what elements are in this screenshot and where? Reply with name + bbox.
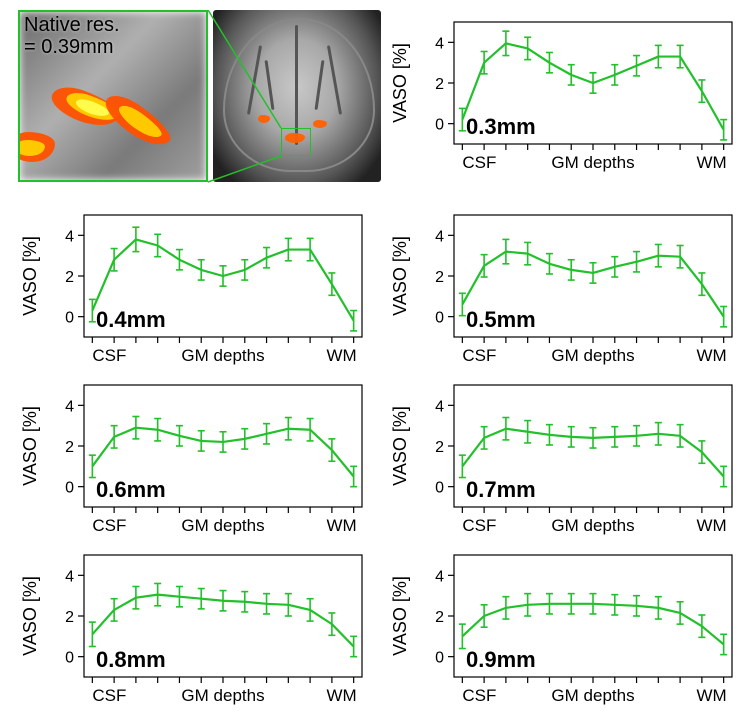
svg-text:2: 2: [65, 439, 74, 456]
chart-c09: 024CSFGM depthsWMVASO [%]0.9mm: [453, 554, 733, 678]
svg-text:VASO [%]: VASO [%]: [390, 406, 410, 486]
chart-c06: 024CSFGM depthsWMVASO [%]0.6mm: [83, 384, 363, 508]
svg-text:4: 4: [65, 398, 74, 415]
svg-text:0: 0: [435, 117, 444, 134]
svg-text:CSF: CSF: [462, 516, 496, 535]
svg-text:4: 4: [65, 228, 74, 245]
brain-images-panel: Native res. = 0.39mm: [18, 10, 378, 185]
svg-text:GM depths: GM depths: [551, 346, 634, 365]
svg-text:2: 2: [435, 269, 444, 286]
svg-text:4: 4: [435, 228, 444, 245]
svg-text:GM depths: GM depths: [551, 686, 634, 705]
chart-label: 0.7mm: [466, 477, 536, 502]
svg-text:VASO [%]: VASO [%]: [20, 406, 40, 486]
svg-text:VASO [%]: VASO [%]: [20, 576, 40, 656]
svg-text:GM depths: GM depths: [551, 516, 634, 535]
svg-text:GM depths: GM depths: [181, 686, 264, 705]
svg-text:WM: WM: [326, 686, 356, 705]
svg-text:CSF: CSF: [462, 346, 496, 365]
chart-c05: 024CSFGM depthsWMVASO [%]0.5mm: [453, 214, 733, 338]
chart-label: 0.6mm: [96, 477, 166, 502]
svg-text:WM: WM: [326, 516, 356, 535]
svg-text:4: 4: [435, 568, 444, 585]
chart-svg: 024CSFGM depthsWMVASO [%]0.7mm: [453, 384, 733, 508]
svg-text:2: 2: [435, 76, 444, 93]
svg-text:GM depths: GM depths: [181, 516, 264, 535]
chart-svg: 024CSFGM depthsWMVASO [%]0.9mm: [453, 554, 733, 678]
svg-text:WM: WM: [696, 686, 726, 705]
svg-text:WM: WM: [696, 346, 726, 365]
svg-text:CSF: CSF: [92, 686, 126, 705]
svg-text:CSF: CSF: [462, 686, 496, 705]
svg-text:2: 2: [65, 609, 74, 626]
svg-text:2: 2: [65, 269, 74, 286]
svg-text:2: 2: [435, 609, 444, 626]
svg-text:CSF: CSF: [462, 153, 496, 172]
chart-label: 0.9mm: [466, 647, 536, 672]
svg-text:GM depths: GM depths: [551, 153, 634, 172]
svg-text:2: 2: [435, 439, 444, 456]
chart-svg: 024CSFGM depthsWMVASO [%]0.6mm: [83, 384, 363, 508]
chart-label: 0.5mm: [466, 307, 536, 332]
chart-svg: 024CSFGM depthsWMVASO [%]0.5mm: [453, 214, 733, 338]
chart-svg: 024CSFGM depthsWMVASO [%]0.4mm: [83, 214, 363, 338]
svg-text:0: 0: [65, 480, 74, 497]
sulcus: [295, 25, 298, 145]
chart-svg: 024CSFGM depthsWMVASO [%]0.8mm: [83, 554, 363, 678]
svg-text:4: 4: [435, 398, 444, 415]
svg-text:0: 0: [435, 480, 444, 497]
svg-text:VASO [%]: VASO [%]: [390, 43, 410, 123]
svg-text:0: 0: [65, 650, 74, 667]
svg-text:0: 0: [435, 650, 444, 667]
chart-label: 0.3mm: [466, 114, 536, 139]
svg-text:0: 0: [65, 310, 74, 327]
zoom-inset-label: Native res. = 0.39mm: [24, 14, 120, 58]
brain-coronal: [213, 10, 381, 182]
chart-c03: 024CSFGM depthsWMVASO [%]0.3mm: [453, 21, 733, 145]
chart-label: 0.8mm: [96, 647, 166, 672]
chart-c07: 024CSFGM depthsWMVASO [%]0.7mm: [453, 384, 733, 508]
figure-stage: Native res. = 0.39mm 0 2 4 CSF GM depths: [0, 0, 750, 712]
svg-text:GM depths: GM depths: [181, 346, 264, 365]
svg-text:4: 4: [435, 35, 444, 52]
svg-text:WM: WM: [696, 153, 726, 172]
svg-text:0: 0: [435, 310, 444, 327]
svg-text:VASO [%]: VASO [%]: [390, 576, 410, 656]
chart-c04: 024CSFGM depthsWMVASO [%]0.4mm: [83, 214, 363, 338]
svg-text:VASO [%]: VASO [%]: [20, 236, 40, 316]
svg-text:WM: WM: [326, 346, 356, 365]
chart-svg: 024CSFGM depthsWMVASO [%]0.3mm: [453, 21, 733, 145]
svg-text:CSF: CSF: [92, 516, 126, 535]
svg-text:CSF: CSF: [92, 346, 126, 365]
chart-label: 0.4mm: [96, 307, 166, 332]
svg-text:4: 4: [65, 568, 74, 585]
svg-text:VASO [%]: VASO [%]: [390, 236, 410, 316]
zoom-label-line1: Native res.: [24, 14, 120, 36]
svg-text:WM: WM: [696, 516, 726, 535]
chart-c08: 024CSFGM depthsWMVASO [%]0.8mm: [83, 554, 363, 678]
zoom-label-line2: = 0.39mm: [24, 36, 113, 58]
zoom-inset: Native res. = 0.39mm: [18, 10, 208, 182]
